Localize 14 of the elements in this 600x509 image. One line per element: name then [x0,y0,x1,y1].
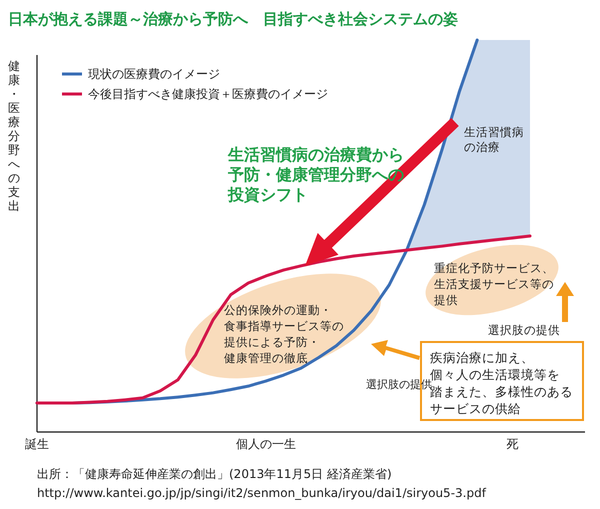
annotation: 疾病治療に加え、個々人の生活環境等を踏まえた、多様性のあるサービスの供給 [430,350,573,416]
legend-label: 現状の医療費のイメージ [88,67,220,81]
text: http://www.kantei.go.jp/jp/singi/it2/senmon_bunka/iryou/dai1/siryou5-3.pdf [37,486,487,500]
text: 出所：「健康寿命延伸産業の創出」(2013年11月5日 経済産業省) [37,467,392,481]
annotation: 生活習慣病の治療 [464,125,524,154]
x-tick-label: 死 [506,437,518,451]
annotation: 公的保険外の運動・食事指導サービス等の提供による予防・健康管理の徹底 [224,303,344,365]
x-tick-label: 誕生 [25,437,49,451]
annotation: 選択肢の提供 [488,323,560,337]
annotation: 重症化予防サービス、生活支援サービス等の提供 [434,261,554,307]
text: 健康・医療分野への支出 [8,59,20,213]
chart-title: 日本が抱える課題～治療から予防へ 目指すべき社会システムの姿 [8,10,458,28]
legend-label: 今後目指すべき健康投資＋医療費のイメージ [88,87,328,101]
x-tick-label: 個人の一生 [236,437,296,451]
